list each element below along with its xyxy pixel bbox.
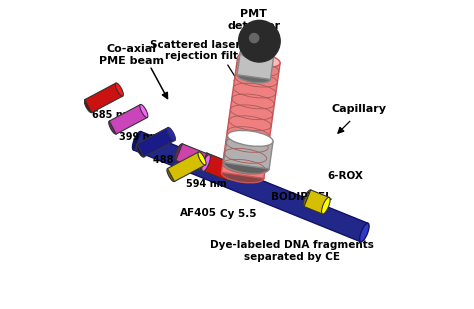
Polygon shape [85,83,123,112]
Polygon shape [167,152,205,181]
Polygon shape [137,128,170,149]
Polygon shape [224,135,244,165]
Polygon shape [237,52,252,76]
Polygon shape [134,132,368,242]
Ellipse shape [240,49,273,60]
Polygon shape [167,152,201,173]
Ellipse shape [109,121,117,134]
Text: Dye-labeled DNA fragments
separated by CE: Dye-labeled DNA fragments separated by C… [210,240,374,262]
Ellipse shape [84,99,92,113]
Text: AF405: AF405 [180,208,217,218]
Ellipse shape [237,53,280,68]
Ellipse shape [167,168,175,182]
Text: 6-ROX: 6-ROX [328,171,364,181]
Polygon shape [237,52,273,79]
Polygon shape [221,57,280,178]
Ellipse shape [115,83,123,96]
Polygon shape [221,57,253,175]
Ellipse shape [321,197,330,214]
Ellipse shape [132,131,142,150]
Ellipse shape [175,144,183,160]
Ellipse shape [198,152,206,165]
Ellipse shape [226,164,235,180]
Polygon shape [224,135,273,169]
Text: PMT
detector: PMT detector [227,9,281,31]
Polygon shape [180,144,210,160]
Ellipse shape [360,223,369,242]
Polygon shape [205,153,234,170]
Ellipse shape [303,190,312,207]
Text: Capillary: Capillary [332,104,387,114]
Text: 594 nm: 594 nm [186,179,227,189]
Ellipse shape [137,144,144,157]
Ellipse shape [167,127,175,141]
Polygon shape [200,153,234,180]
Text: BODIPY-FL: BODIPY-FL [271,193,332,202]
Ellipse shape [140,104,148,118]
Polygon shape [176,144,210,171]
Polygon shape [304,190,329,214]
Text: Scattered laser light
rejection filters: Scattered laser light rejection filters [150,40,272,61]
Polygon shape [85,83,118,104]
Ellipse shape [224,158,269,174]
Polygon shape [109,104,143,125]
Text: 685 nm: 685 nm [91,110,132,120]
Polygon shape [309,190,329,203]
Polygon shape [109,104,147,134]
Polygon shape [137,128,175,157]
Circle shape [250,33,259,43]
Circle shape [238,20,280,62]
Text: 399 nm: 399 nm [119,132,160,142]
Ellipse shape [228,130,273,146]
Polygon shape [138,132,368,230]
Ellipse shape [202,154,210,171]
Ellipse shape [221,168,264,183]
Ellipse shape [200,153,208,170]
Text: Cy 5.5: Cy 5.5 [220,209,257,219]
Text: Co-axial
PME beam: Co-axial PME beam [99,44,164,66]
Ellipse shape [237,71,271,83]
Text: 488 nm: 488 nm [153,154,194,164]
